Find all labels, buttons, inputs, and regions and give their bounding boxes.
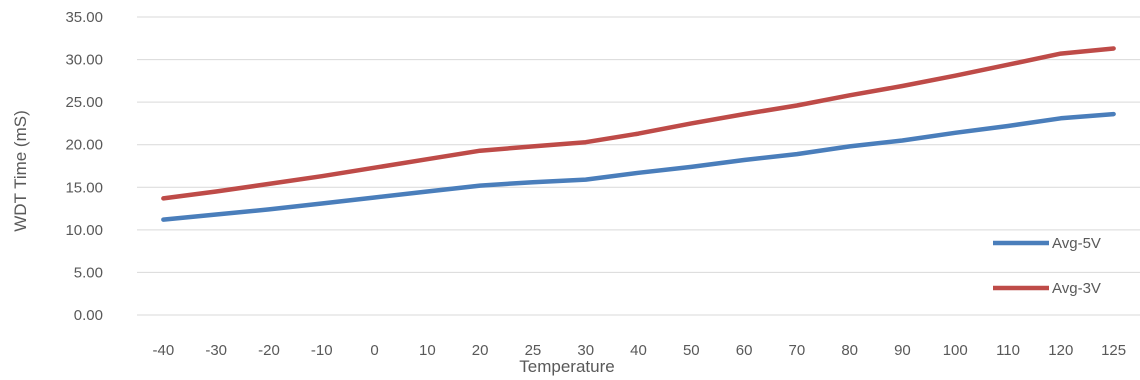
x-tick-label: 10 — [419, 342, 436, 359]
y-tick-label: 20.00 — [65, 137, 103, 154]
series-line-avg-5v — [161, 111, 1116, 222]
y-tick-label: 25.00 — [65, 94, 103, 111]
legend: Avg-5V Avg-3V — [993, 235, 1101, 297]
y-tick-label: 10.00 — [65, 222, 103, 239]
x-axis-title: Temperature — [519, 357, 614, 376]
x-tick-label: -10 — [311, 342, 333, 359]
x-tick-label: 40 — [630, 342, 647, 359]
x-tick-label: 50 — [683, 342, 700, 359]
legend-label-avg-5v: Avg-5V — [1052, 235, 1101, 252]
legend-label-avg-3v: Avg-3V — [1052, 280, 1101, 297]
y-tick-label: 15.00 — [65, 179, 103, 196]
y-tick-label: 0.00 — [74, 307, 103, 324]
x-tick-label: 30 — [577, 342, 594, 359]
y-tick-label: 5.00 — [74, 264, 103, 281]
series-line-avg-3v — [161, 46, 1116, 201]
x-tick-label: 25 — [525, 342, 542, 359]
x-tick-label: 100 — [943, 342, 968, 359]
x-axis-ticks: -40 -30 -20 -10 0 10 20 25 30 40 50 60 70 80 90 100 110 1… — [153, 342, 1127, 359]
x-tick-label: 60 — [736, 342, 753, 359]
x-tick-label: -30 — [205, 342, 227, 359]
x-tick-label: -40 — [153, 342, 175, 359]
y-axis-ticks: 0.00 5.00 10.00 15.00 20.00 25.00 30.00 35.00 — [65, 9, 103, 324]
series-lines — [161, 46, 1116, 222]
x-tick-label: -20 — [258, 342, 280, 359]
x-tick-label: 70 — [789, 342, 806, 359]
x-tick-label: 80 — [841, 342, 858, 359]
x-tick-label: 20 — [472, 342, 489, 359]
y-axis-title: WDT Time (mS) — [11, 110, 30, 232]
x-tick-label: 90 — [894, 342, 911, 359]
x-tick-label: 0 — [370, 342, 378, 359]
x-tick-label: 110 — [996, 342, 1020, 359]
gridlines — [137, 16, 1140, 316]
x-tick-label: 125 — [1101, 342, 1126, 359]
y-tick-label: 35.00 — [65, 9, 103, 26]
y-tick-label: 30.00 — [65, 52, 103, 69]
x-tick-label: 120 — [1048, 342, 1073, 359]
